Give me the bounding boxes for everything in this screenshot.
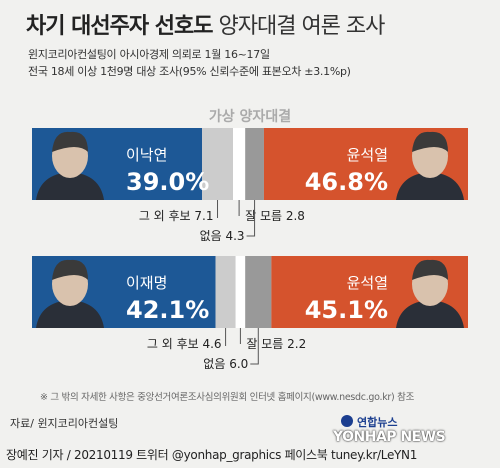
none-label-1: 없음 4.3: [200, 229, 245, 243]
yonhap-emblem-icon: [341, 415, 353, 427]
left-value-label-1: 39.0%: [126, 168, 209, 196]
left-candidate-name-2: 이재명: [126, 274, 167, 292]
logo-english: YONHAP NEWS: [333, 429, 446, 445]
bar-dont-know-2: [235, 256, 246, 328]
right-candidate-name-2: 윤석열: [347, 274, 388, 292]
dont-know-label-2: 잘 모름 2.2: [246, 337, 306, 351]
bar-other-candidates-2: [215, 256, 236, 328]
logo-korean: 연합뉴스: [357, 416, 398, 429]
section-header: 가상 양자대결: [208, 109, 292, 125]
credit-line: 장예진 기자 / 20210119 트위터 @yonhap_graphics 페…: [6, 448, 418, 462]
footnote: ※ 그 밖의 자세한 사항은 중앙선거여론조사심의위원회 인터넷 홈페이지(ww…: [40, 392, 415, 403]
page-title: 차기 대선주자 선호도 양자대결 여론 조사: [26, 14, 385, 39]
none-label-2: 없음 6.0: [203, 357, 248, 371]
subtitle-sample-info: 전국 18세 이상 1천9명 대상 조사(95% 신뢰수준에 표본오차 ±3.1…: [28, 65, 351, 78]
right-candidate-name-1: 윤석열: [347, 146, 388, 164]
other-candidates-label-1: 그 외 후보 7.1: [139, 209, 214, 223]
right-candidate-photo-2: [396, 259, 464, 328]
yonhap-logo: 연합뉴스 YONHAP NEWS: [333, 412, 493, 452]
left-value-label-2: 42.1%: [126, 296, 209, 324]
source-label: 자료/ 윈지코리아컨설팅: [10, 417, 119, 430]
bar-other-candidates-1: [202, 128, 233, 200]
other-candidates-label-2: 그 외 후보 4.6: [147, 337, 222, 351]
right-value-label-2: 45.1%: [305, 296, 388, 324]
bar-dont-know-1: [232, 128, 246, 200]
none-leader-line-1: [246, 200, 256, 237]
bar-none-1: [245, 128, 264, 200]
left-candidate-photo-2: [36, 259, 104, 328]
left-candidate-name-1: 이낙연: [126, 146, 167, 164]
dont-know-label-1: 잘 모름 2.8: [245, 209, 305, 223]
bar-none-2: [245, 256, 272, 328]
subtitle-survey-info: 윈지코리아컨설팅이 아시아경제 의뢰로 1월 16~17일: [28, 48, 270, 61]
left-candidate-photo-1: [36, 131, 104, 200]
none-leader-line-2: [250, 328, 259, 365]
right-value-label-1: 46.8%: [305, 168, 388, 196]
right-candidate-photo-1: [396, 131, 464, 200]
